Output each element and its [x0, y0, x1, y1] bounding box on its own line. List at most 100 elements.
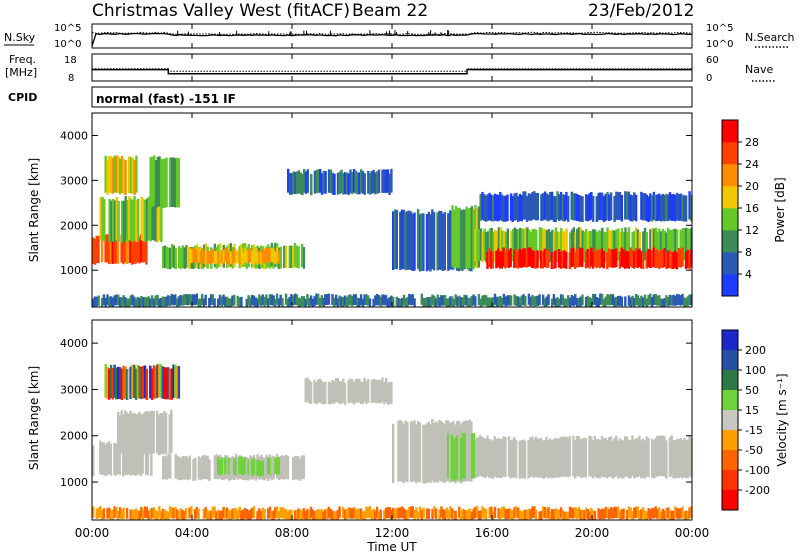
data-cell — [493, 436, 496, 477]
data-cell — [643, 440, 647, 479]
data-cell — [590, 247, 593, 267]
data-cell — [674, 194, 677, 222]
data-cell — [131, 200, 134, 242]
data-cell — [367, 506, 370, 518]
data-cell — [447, 213, 450, 271]
data-cell — [465, 510, 468, 520]
data-cell — [174, 454, 177, 479]
data-cell — [559, 507, 563, 519]
data-cell — [338, 381, 341, 404]
data-cell — [443, 212, 446, 271]
data-cell — [593, 229, 597, 262]
data-cell — [504, 509, 507, 520]
data-cell — [627, 251, 630, 269]
data-cell — [132, 237, 136, 265]
data-cell — [129, 295, 132, 306]
data-cell — [579, 296, 582, 307]
data-cell — [415, 424, 418, 484]
data-cell — [134, 414, 138, 456]
data-cell — [354, 508, 357, 519]
data-cell — [370, 171, 373, 194]
data-cell — [254, 297, 257, 307]
data-cell — [167, 367, 170, 400]
data-cell — [370, 510, 373, 520]
data-cell — [126, 199, 129, 242]
data-cell — [175, 509, 179, 520]
data-cell — [139, 234, 143, 263]
data-cell — [170, 368, 173, 400]
data-cell — [181, 509, 184, 520]
data-cell — [492, 231, 495, 263]
data-cell — [688, 507, 691, 519]
data-cell — [549, 192, 552, 220]
data-cell — [597, 508, 600, 519]
data-cell — [672, 251, 675, 269]
data-cell — [595, 231, 599, 263]
data-cell — [550, 439, 554, 479]
data-cell — [531, 436, 534, 477]
data-cell — [499, 191, 502, 220]
noise-left-tick-top: 10^5 — [54, 23, 81, 34]
data-cell — [303, 169, 306, 193]
data-cell — [552, 509, 556, 520]
data-cell — [543, 440, 546, 479]
data-cell — [324, 294, 327, 306]
data-cell — [670, 252, 673, 269]
data-cell — [390, 168, 393, 193]
data-cell — [129, 443, 132, 476]
data-cell — [375, 294, 379, 305]
data-cell — [275, 293, 279, 305]
data-cell — [438, 210, 441, 270]
colorbar-tick-label: -50 — [745, 444, 763, 457]
data-cell — [500, 438, 503, 478]
data-cell — [536, 250, 539, 268]
data-cell — [111, 237, 114, 264]
data-cell — [238, 506, 241, 518]
data-cell — [440, 421, 443, 482]
data-cell — [568, 436, 571, 477]
data-cell — [497, 194, 500, 222]
data-cell — [199, 457, 202, 481]
data-cell — [592, 510, 595, 520]
data-cell — [633, 507, 636, 519]
data-cell — [395, 507, 398, 519]
data-cell — [506, 248, 509, 268]
data-cell — [118, 507, 122, 519]
data-cell — [149, 509, 152, 520]
data-cell — [149, 199, 152, 242]
data-cell — [106, 366, 109, 399]
data-cell — [411, 294, 414, 306]
data-cell — [427, 421, 430, 482]
data-cell — [188, 455, 192, 480]
data-cell — [288, 173, 292, 195]
data-cell — [549, 511, 552, 520]
data-cell — [636, 229, 640, 261]
data-cell — [192, 294, 195, 306]
data-cell — [635, 227, 638, 260]
data-cell — [243, 456, 247, 474]
data-cell — [252, 251, 256, 265]
data-cell — [440, 211, 443, 270]
data-cell — [229, 461, 232, 477]
data-cell — [485, 232, 488, 263]
data-cell — [607, 437, 611, 477]
data-cell — [225, 296, 229, 307]
data-cell — [199, 298, 202, 307]
data-cell — [618, 438, 622, 478]
data-cell — [495, 438, 498, 478]
data-cell — [597, 192, 600, 221]
data-cell — [109, 236, 113, 264]
data-cell — [142, 297, 145, 307]
data-cell — [222, 506, 225, 519]
data-cell — [600, 508, 604, 519]
data-cell — [490, 194, 493, 222]
y-tick-label: 2000 — [60, 219, 88, 232]
data-cell — [525, 196, 529, 222]
data-cell — [665, 252, 668, 269]
data-cell — [581, 509, 584, 520]
data-cell — [670, 229, 673, 262]
data-cell — [270, 294, 273, 306]
data-cell — [388, 297, 391, 307]
